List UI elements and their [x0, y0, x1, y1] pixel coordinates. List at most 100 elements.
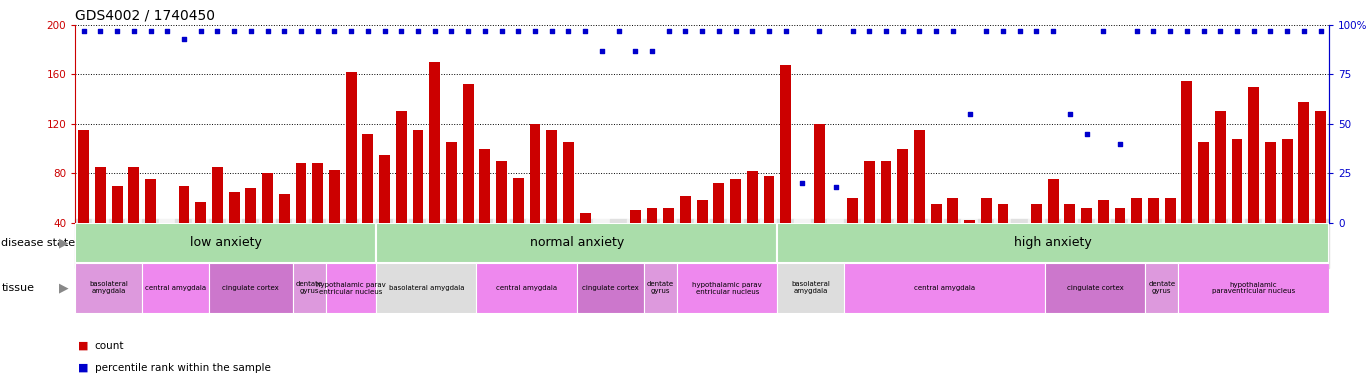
Point: [123, 28, 145, 34]
Bar: [814, 124, 825, 272]
Bar: [747, 171, 758, 272]
Bar: [512, 178, 523, 272]
Bar: [964, 220, 975, 272]
Bar: [781, 65, 790, 272]
Text: central amygdala: central amygdala: [914, 285, 975, 291]
Bar: [1265, 142, 1275, 272]
Bar: [580, 213, 590, 272]
Bar: [897, 149, 908, 272]
Text: percentile rank within the sample: percentile rank within the sample: [95, 363, 270, 373]
Bar: [714, 183, 725, 272]
Text: dentate
gyrus: dentate gyrus: [1148, 281, 1175, 295]
Bar: [1181, 81, 1192, 272]
Point: [908, 28, 930, 34]
Point: [390, 28, 412, 34]
Point: [173, 36, 195, 42]
Bar: [530, 124, 540, 272]
Bar: [129, 167, 140, 272]
Point: [1210, 28, 1232, 34]
Point: [841, 28, 863, 34]
Point: [541, 28, 563, 34]
Bar: [95, 167, 105, 272]
Point: [1277, 28, 1299, 34]
Text: dentate
gyrus: dentate gyrus: [296, 281, 323, 295]
Point: [708, 28, 730, 34]
Bar: [881, 161, 892, 272]
Point: [892, 28, 914, 34]
Text: normal anxiety: normal anxiety: [530, 237, 623, 249]
Bar: [830, 241, 841, 272]
Bar: [644, 263, 677, 313]
Point: [1310, 28, 1332, 34]
Bar: [1145, 263, 1178, 313]
Bar: [1315, 111, 1326, 272]
Bar: [930, 204, 941, 272]
Point: [590, 48, 612, 54]
Bar: [296, 164, 307, 272]
Point: [674, 28, 696, 34]
Bar: [379, 155, 390, 272]
Bar: [697, 200, 707, 272]
Bar: [948, 198, 958, 272]
Bar: [429, 62, 440, 272]
Bar: [142, 263, 210, 313]
Point: [558, 28, 580, 34]
Bar: [479, 149, 490, 272]
Point: [758, 28, 780, 34]
Bar: [312, 164, 323, 272]
Point: [140, 28, 162, 34]
Point: [1008, 28, 1030, 34]
Bar: [1199, 142, 1208, 272]
Point: [525, 28, 547, 34]
Bar: [847, 198, 858, 272]
Bar: [680, 195, 690, 272]
Point: [825, 184, 847, 190]
Point: [725, 28, 747, 34]
Bar: [363, 134, 373, 272]
Bar: [345, 72, 356, 272]
Point: [374, 28, 396, 34]
Point: [490, 28, 512, 34]
Point: [625, 48, 647, 54]
Text: count: count: [95, 341, 125, 351]
Point: [992, 28, 1014, 34]
Point: [692, 28, 714, 34]
Bar: [547, 130, 558, 272]
Bar: [477, 263, 577, 313]
Text: basolateral amygdala: basolateral amygdala: [389, 285, 464, 291]
Point: [423, 28, 445, 34]
Bar: [1164, 198, 1175, 272]
Bar: [329, 170, 340, 272]
Point: [792, 180, 814, 186]
Point: [407, 28, 429, 34]
Bar: [377, 223, 777, 263]
Bar: [293, 263, 326, 313]
Bar: [596, 225, 607, 272]
Point: [1159, 28, 1181, 34]
Point: [1043, 28, 1064, 34]
Point: [574, 28, 596, 34]
Point: [1175, 28, 1197, 34]
Text: ▶: ▶: [59, 281, 68, 295]
Point: [1025, 28, 1048, 34]
Point: [156, 28, 178, 34]
Bar: [245, 188, 256, 272]
Text: hypothalamic parav
entricular nucleus: hypothalamic parav entricular nucleus: [692, 281, 762, 295]
Point: [307, 28, 329, 34]
Point: [858, 28, 881, 34]
Point: [1226, 28, 1248, 34]
Bar: [1097, 200, 1108, 272]
Text: ■: ■: [78, 363, 89, 373]
Bar: [1032, 204, 1041, 272]
Point: [641, 48, 663, 54]
Text: cingulate cortex: cingulate cortex: [582, 285, 638, 291]
Bar: [577, 263, 644, 313]
Text: central amygdala: central amygdala: [145, 285, 207, 291]
Text: hypothalamic parav
entricular nucleus: hypothalamic parav entricular nucleus: [316, 281, 386, 295]
Point: [1108, 141, 1130, 147]
Bar: [563, 142, 574, 272]
Bar: [1115, 208, 1125, 272]
Point: [1243, 28, 1265, 34]
Bar: [396, 111, 407, 272]
Text: high anxiety: high anxiety: [1014, 237, 1092, 249]
